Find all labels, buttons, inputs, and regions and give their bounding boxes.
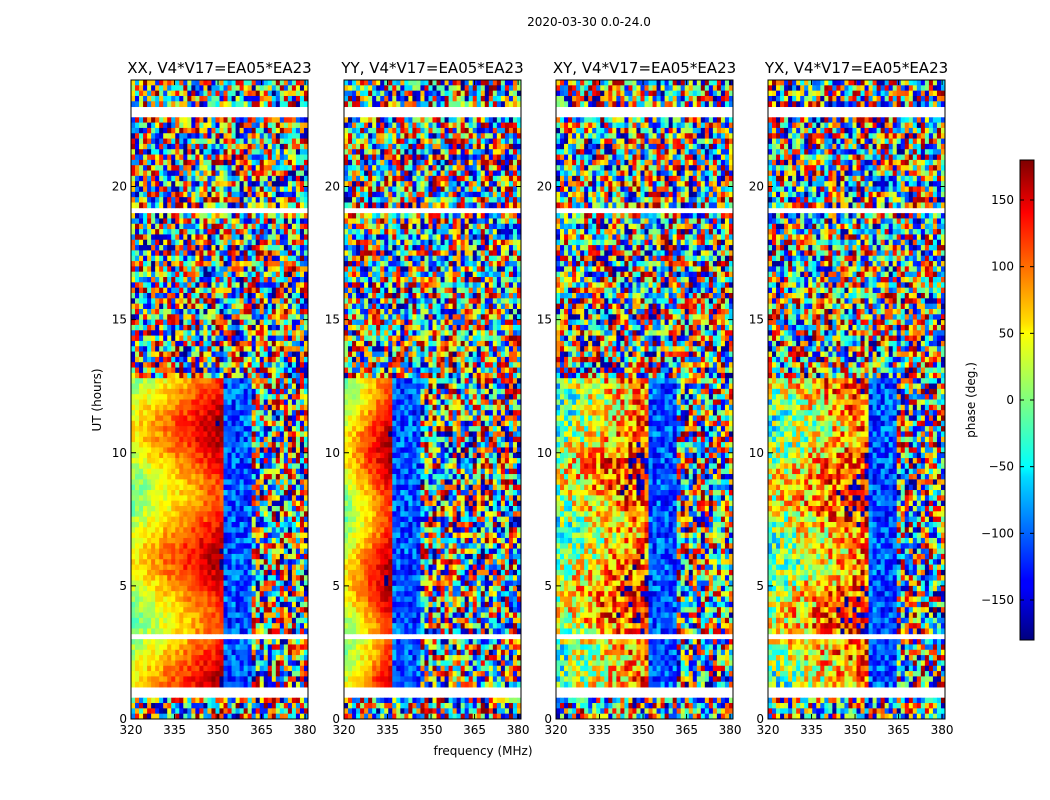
panel-title: YX, V4*V17=EA05*EA23 — [764, 59, 948, 77]
panel-frame — [555, 79, 734, 720]
colorbar-tick-label: 150 — [991, 193, 1014, 207]
y-tick-label: 0 — [756, 712, 764, 726]
colorbar: 150 100 50 0 −50 −100 −150 phase (deg.) — [964, 159, 1035, 641]
panel-title: XX, V4*V17=EA05*EA23 — [127, 59, 311, 77]
phase-heatmap — [131, 80, 308, 719]
x-tick-label: 365 — [887, 723, 910, 737]
x-tick-label: 365 — [463, 723, 486, 737]
x-tick-label: 380 — [294, 723, 317, 737]
y-tick-label: 5 — [544, 579, 552, 593]
x-tick-label: 350 — [632, 723, 655, 737]
phase-heatmap — [556, 80, 733, 719]
panel-frame — [767, 79, 946, 720]
panels-group: XX, V4*V17=EA05*EA23 320 335 350 365 380 0 5 10 1… — [112, 59, 954, 737]
x-tick-label: 335 — [376, 723, 399, 737]
y-tick-label: 20 — [749, 180, 764, 194]
panel-title: YY, V4*V17=EA05*EA23 — [340, 59, 523, 77]
x-tick-label: 320 — [757, 723, 780, 737]
panel-frame — [343, 79, 522, 720]
y-axis-label: UT (hours) — [90, 368, 104, 431]
x-tick-label: 320 — [333, 723, 356, 737]
colorbar-label: phase (deg.) — [964, 362, 978, 438]
phase-heatmap — [768, 80, 945, 719]
x-tick-label: 380 — [931, 723, 954, 737]
panel-title: XY, V4*V17=EA05*EA23 — [553, 59, 736, 77]
x-tick-label: 335 — [163, 723, 186, 737]
y-tick-label: 10 — [112, 446, 127, 460]
y-tick-label: 15 — [112, 313, 127, 327]
y-tick-label: 10 — [537, 446, 552, 460]
y-tick-label: 0 — [332, 712, 340, 726]
y-tick-label: 5 — [119, 579, 127, 593]
panel-3: XY, V4*V17=EA05*EA23 320 335 350 365 380 0 5 10 1… — [537, 59, 742, 737]
x-tick-label: 335 — [588, 723, 611, 737]
y-tick-label: 15 — [325, 313, 340, 327]
y-tick-label: 15 — [749, 313, 764, 327]
phase-heatmap — [344, 80, 521, 719]
y-tick-label: 20 — [112, 180, 127, 194]
x-tick-label: 350 — [207, 723, 230, 737]
colorbar-tick-label: −150 — [981, 593, 1014, 607]
x-tick-label: 320 — [545, 723, 568, 737]
x-tick-label: 350 — [420, 723, 443, 737]
x-tick-label: 335 — [800, 723, 823, 737]
panel-1: XX, V4*V17=EA05*EA23 320 335 350 365 380 0 5 10 1… — [112, 59, 317, 737]
y-tick-label: 0 — [544, 712, 552, 726]
x-tick-label: 380 — [719, 723, 742, 737]
y-tick-label: 0 — [119, 712, 127, 726]
colorbar-tick-label: 100 — [991, 260, 1014, 274]
colorbar-tick-label: 50 — [999, 326, 1014, 340]
y-tick-label: 10 — [749, 446, 764, 460]
x-tick-label: 350 — [844, 723, 867, 737]
y-tick-label: 10 — [325, 446, 340, 460]
x-tick-label: 365 — [250, 723, 273, 737]
x-axis-label: frequency (MHz) — [433, 744, 532, 758]
y-tick-label: 5 — [756, 579, 764, 593]
colorbar-ticks: 150 100 50 0 −50 −100 −150 — [981, 193, 1034, 607]
y-tick-label: 5 — [332, 579, 340, 593]
colorbar-tick-label: −100 — [981, 526, 1014, 540]
panel-4: YX, V4*V17=EA05*EA23 320 335 350 365 380 0 5 10 1… — [749, 59, 954, 737]
x-tick-label: 365 — [675, 723, 698, 737]
panel-frame — [130, 79, 309, 720]
x-tick-label: 380 — [507, 723, 530, 737]
x-tick-label: 320 — [120, 723, 143, 737]
y-tick-label: 15 — [537, 313, 552, 327]
y-tick-label: 20 — [537, 180, 552, 194]
figure-suptitle: 2020-03-30 0.0-24.0 — [527, 15, 651, 29]
colorbar-tick-label: −50 — [989, 460, 1014, 474]
panel-2: YY, V4*V17=EA05*EA23 320 335 350 365 380 0 5 10 1… — [325, 59, 530, 737]
y-tick-label: 20 — [325, 180, 340, 194]
colorbar-tick-label: 0 — [1006, 393, 1014, 407]
